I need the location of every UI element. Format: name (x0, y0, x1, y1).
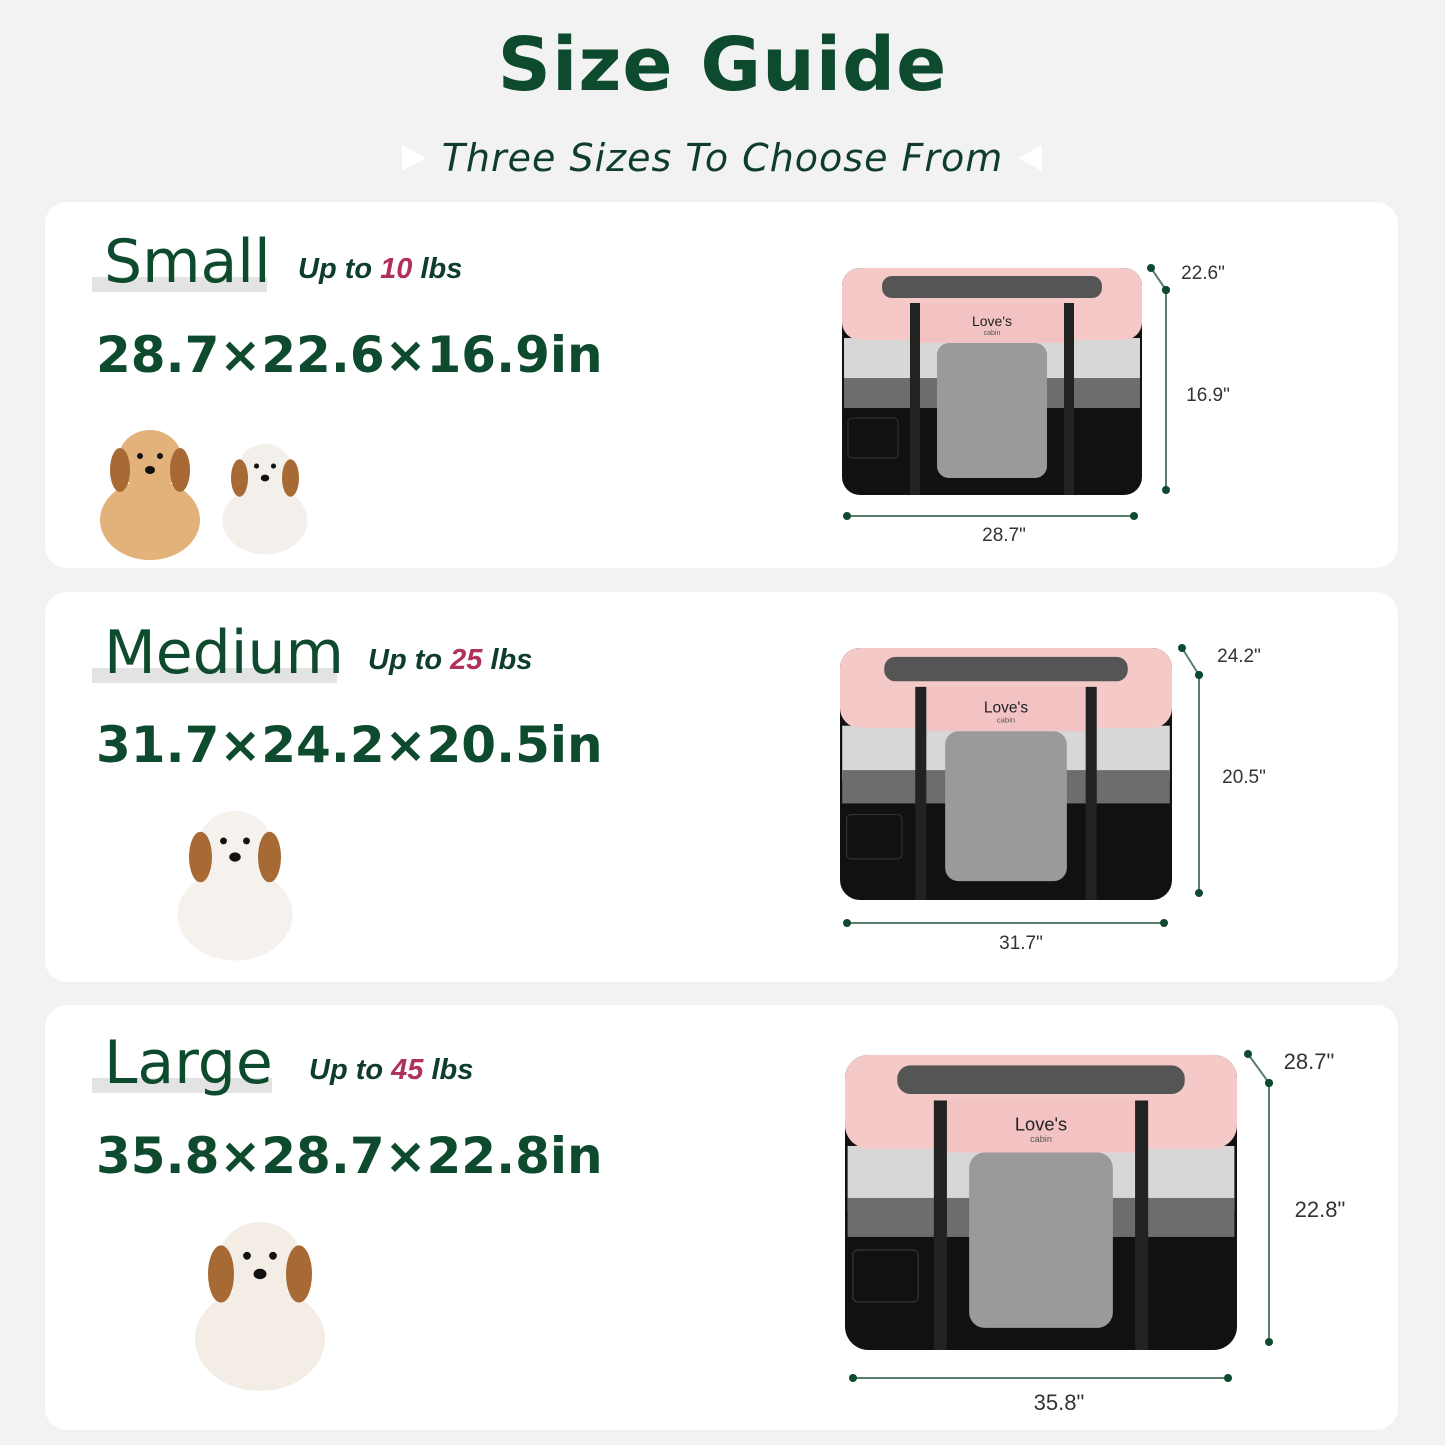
weight-unit: lbs (420, 253, 463, 285)
size-name-underline (92, 668, 337, 683)
triangle-right-icon (402, 145, 426, 171)
height-label: 20.5" (1222, 767, 1266, 788)
size-name-underline (92, 277, 267, 292)
weight-prefix: Up to (309, 1054, 384, 1086)
triangle-left-icon (1018, 145, 1042, 171)
depth-label: 28.7" (1283, 1049, 1335, 1074)
dimensions: 31.7×24.2×20.5in (96, 716, 603, 774)
weight-prefix: Up to (368, 644, 443, 676)
length-label: 31.7" (999, 933, 1043, 954)
page-title: Size Guide (497, 22, 948, 108)
dimensions: 28.7×22.6×16.9in (96, 326, 603, 384)
depth-label: 24.2" (1217, 646, 1261, 667)
weight-limit: Up to 10 lbs (298, 253, 462, 286)
size-name: Small (104, 227, 271, 297)
dimensions: 35.8×28.7×22.8in (96, 1127, 603, 1185)
weight-prefix: Up to (298, 253, 373, 285)
height-label: 22.8" (1294, 1197, 1346, 1222)
weight-value: 10 (380, 253, 413, 285)
weight-unit: lbs (431, 1054, 474, 1086)
height-label: 16.9" (1186, 385, 1230, 406)
length-label: 35.8" (1033, 1390, 1085, 1415)
weight-value: 25 (450, 644, 483, 676)
weight-limit: Up to 25 lbs (368, 644, 532, 677)
size-name: Large (104, 1028, 273, 1098)
size-name-underline (92, 1078, 272, 1093)
size-name: Medium (104, 618, 344, 688)
depth-label: 22.6" (1181, 263, 1225, 284)
weight-value: 45 (391, 1054, 424, 1086)
page-subtitle: Three Sizes To Choose From (441, 136, 1004, 180)
weight-unit: lbs (490, 644, 533, 676)
length-label: 28.7" (982, 525, 1026, 546)
weight-limit: Up to 45 lbs (309, 1054, 473, 1087)
